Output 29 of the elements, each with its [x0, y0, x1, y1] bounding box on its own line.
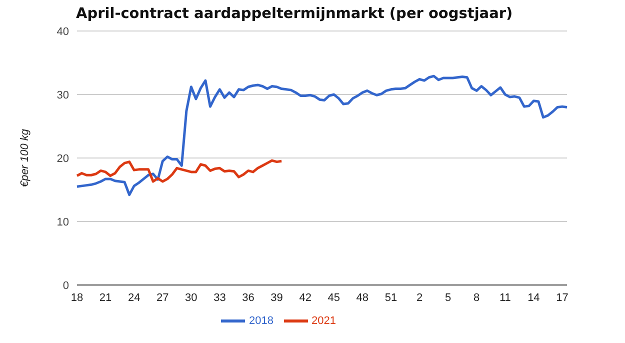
legend-label: 2018 [249, 314, 274, 327]
x-tick-label: 36 [242, 292, 254, 304]
x-tick-label: 18 [70, 292, 84, 304]
x-tick-label: 27 [156, 292, 169, 304]
y-axis-title: €per 100 kg [18, 128, 31, 188]
x-tick-label: 11 [499, 292, 511, 304]
x-tick-label: 5 [445, 292, 452, 304]
x-tick-label: 24 [128, 292, 140, 304]
y-tick-label: 10 [56, 216, 69, 228]
x-tick-label: 8 [474, 292, 480, 304]
x-tick-label: 42 [299, 292, 312, 304]
x-tick-label: 45 [328, 292, 340, 304]
x-tick-label: 14 [528, 292, 540, 304]
x-tick-label: 39 [270, 292, 283, 304]
legend-label: 2021 [312, 314, 336, 327]
x-tick-label: 17 [556, 292, 568, 304]
y-tick-label: 40 [56, 26, 69, 38]
y-tick-label: 30 [56, 89, 69, 102]
x-tick-label: 48 [356, 292, 369, 304]
x-tick-label: 21 [99, 292, 112, 304]
x-tick-label: 33 [214, 292, 226, 304]
y-tick-label: 0 [62, 280, 69, 292]
chart-title: April-contract aardappeltermijnmarkt (per oogstjaar) [76, 6, 513, 22]
line-series [76, 74, 568, 196]
x-tick-label: 51 [384, 292, 398, 304]
x-tick-label: 2 [416, 292, 423, 304]
y-tick-label: 20 [56, 152, 69, 165]
x-tick-label: 30 [185, 292, 198, 304]
line-series [76, 159, 283, 183]
